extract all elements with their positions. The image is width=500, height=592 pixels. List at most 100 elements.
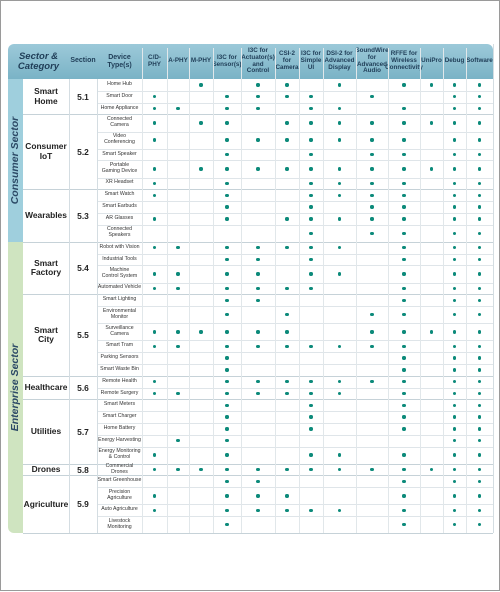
support-dot (152, 508, 157, 512)
support-dot (176, 391, 180, 396)
support-dot (152, 181, 157, 186)
support-dot (452, 272, 457, 276)
support-dot (477, 344, 482, 348)
device-type-label: Commercial Drones (105, 462, 134, 475)
support-dot (477, 427, 482, 431)
support-dot (225, 167, 229, 171)
support-dot (256, 344, 260, 348)
enterprise-sector-bar (8, 241, 23, 534)
row-divider (97, 363, 493, 365)
support-dot (477, 494, 482, 498)
support-dot (452, 368, 457, 372)
support-dot (477, 106, 482, 111)
support-dot (402, 121, 406, 125)
support-dot (402, 298, 406, 302)
support-dot (337, 246, 342, 250)
support-dot (477, 152, 482, 157)
support-dot (225, 427, 229, 431)
row-divider (97, 340, 493, 342)
support-dot (452, 193, 457, 197)
support-dot (402, 467, 406, 472)
header-cd-phy: C/D-PHY (148, 53, 161, 68)
support-dot (402, 313, 406, 317)
support-dot (370, 467, 374, 472)
device-type-label: Smart Charger (102, 413, 137, 420)
category-label: Smart City (34, 324, 58, 345)
support-dot (225, 523, 229, 527)
support-dot (225, 286, 229, 291)
support-dot (402, 205, 406, 209)
support-dot (452, 467, 457, 472)
support-dot (225, 415, 229, 419)
support-dot (402, 83, 406, 87)
device-type-label: Parking Sensors (100, 354, 139, 361)
support-dot (225, 403, 229, 407)
section-number: 5.9 (77, 499, 89, 510)
support-dot (309, 167, 313, 171)
group-divider (23, 241, 493, 243)
support-dot (477, 217, 482, 221)
support-dot (452, 427, 457, 431)
section-number: 5.6 (77, 382, 89, 393)
category-label: Smart Factory (30, 257, 62, 278)
support-dot (452, 286, 457, 291)
support-dot (225, 205, 229, 209)
support-dot (452, 138, 457, 142)
support-dot (176, 286, 180, 291)
support-dot (337, 83, 342, 87)
device-type-label: Environmental Monitor (102, 307, 137, 320)
support-dot (152, 106, 157, 111)
support-dot (370, 379, 374, 384)
support-dot (402, 231, 406, 235)
support-dot (402, 181, 406, 186)
support-dot (225, 246, 229, 250)
support-dot (337, 379, 342, 384)
row-divider (97, 90, 493, 92)
support-dot (309, 257, 313, 262)
support-dot (309, 286, 313, 291)
support-dot (285, 167, 289, 171)
row-divider (97, 434, 493, 436)
header-csi2-camera: CSI-2 for Camera (275, 50, 299, 71)
row-divider (97, 306, 493, 308)
row-divider (97, 148, 493, 150)
row-divider (97, 487, 493, 489)
support-dot (477, 286, 482, 291)
device-type-label: XR Headset (105, 179, 134, 186)
device-type-label: Home Hub (107, 80, 132, 87)
support-dot (452, 217, 457, 221)
device-type-label: Smart Meters (103, 401, 136, 408)
device-type-label: Livestock Monitoring (107, 517, 132, 530)
support-dot (285, 246, 289, 250)
device-type-label: Video Conferencing (104, 133, 135, 146)
section-number: 5.2 (77, 146, 89, 157)
row-divider (97, 504, 493, 506)
row-divider (97, 352, 493, 354)
header-i3c-actuators: I3C for Actuator(s) and Control (241, 47, 275, 75)
support-dot (477, 368, 482, 372)
support-dot (402, 217, 406, 221)
support-dot (309, 403, 313, 407)
device-type-label: Remote Health (102, 377, 137, 384)
device-type-label: Home Battery (103, 424, 136, 431)
section-number: 5.7 (77, 426, 89, 437)
support-dot (256, 379, 260, 384)
support-dot (402, 368, 406, 372)
device-type-label: Robot with Vision (99, 243, 140, 250)
section-number: 5.3 (77, 210, 89, 221)
section-number: 5.8 (77, 464, 89, 475)
section-number: 5.5 (77, 330, 89, 341)
support-dot (402, 523, 406, 527)
support-dot (337, 217, 342, 221)
support-dot (452, 205, 457, 209)
support-dot (452, 508, 457, 512)
support-dot (452, 403, 457, 407)
support-dot (256, 494, 260, 498)
header-a-phy: A-PHY (168, 57, 188, 65)
support-dot (285, 379, 289, 384)
support-dot (370, 152, 374, 157)
support-dot (477, 272, 482, 276)
support-dot (429, 467, 434, 472)
